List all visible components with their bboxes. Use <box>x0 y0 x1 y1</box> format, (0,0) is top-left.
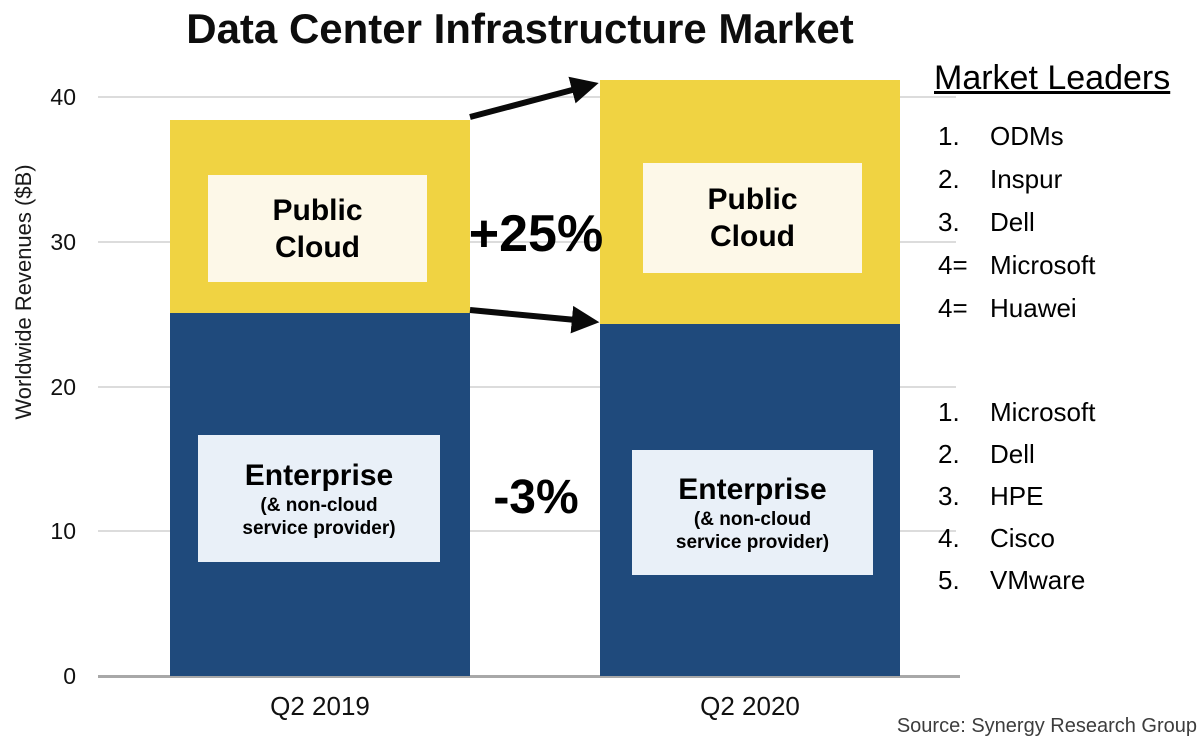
x-tick-q2-2020: Q2 2020 <box>700 691 800 721</box>
market-leader-item: 2. Dell <box>938 433 1095 475</box>
x-tick-q2-2019: Q2 2019 <box>270 691 370 721</box>
market-leader-name: Dell <box>990 207 1035 237</box>
market-leader-item: 4. Cisco <box>938 517 1095 559</box>
enterprise-label-sub2: service provider) <box>675 531 830 553</box>
market-leaders-list1: 1. ODMs 2. Inspur 3. Dell 4= Microsoft 4= Huawei <box>938 115 1095 330</box>
market-leader-item: 2. Inspur <box>938 158 1095 201</box>
public-cloud-growth-arrow-icon <box>469 76 599 120</box>
source-attribution: Source: Synergy Research Group <box>896 715 1197 737</box>
market-leader-item: 1. ODMs <box>938 115 1095 158</box>
market-leader-name: VMware <box>990 564 1086 595</box>
market-leader-name: Microsoft <box>990 250 1096 280</box>
gridline-30 <box>98 240 956 243</box>
enterprise-label-sub2: service provider) <box>242 517 396 539</box>
market-leader-item: 4= Microsoft <box>938 244 1095 287</box>
market-leaders-heading: Market Leaders <box>934 59 1171 97</box>
chart-title: Data Center Infrastructure Market <box>186 5 854 52</box>
enterprise-label-title: Enterprise <box>678 472 827 506</box>
market-leader-rank: 4= <box>938 250 968 280</box>
market-leader-item: 4= Huawei <box>938 287 1095 330</box>
y-tick-label-40: 40 <box>50 84 76 110</box>
enterprise-label-sub1: (& non-cloud <box>260 494 378 516</box>
market-leader-rank: 4. <box>938 522 960 553</box>
enterprise-label-sub1: (& non-cloud <box>693 508 812 530</box>
market-leader-name: Huawei <box>990 293 1077 323</box>
market-leader-rank: 1. <box>938 121 960 151</box>
market-leader-rank: 1. <box>938 396 960 427</box>
market-leader-item: 5. VMware <box>938 559 1095 601</box>
market-leader-rank: 2. <box>938 438 960 469</box>
public-cloud-label-line2: Cloud <box>710 220 795 253</box>
market-leader-item: 1. Microsoft <box>938 391 1095 433</box>
y-tick-label-30: 30 <box>50 228 76 255</box>
y-tick-label-10: 10 <box>50 518 76 545</box>
market-leaders-list2: 1. Microsoft 2. Dell 3. HPE 4. Cisco 5. VMware <box>938 391 1095 601</box>
enterprise-label-2020: Enterprise (& non-cloud service provider… <box>632 450 873 575</box>
market-leader-rank: 3. <box>938 480 960 511</box>
market-leader-name: Microsoft <box>990 396 1096 427</box>
public-cloud-label-2020: Public Cloud <box>643 163 862 273</box>
enterprise-growth-arrow-icon <box>469 305 600 334</box>
enterprise-growth-label: -3% <box>493 471 579 524</box>
public-cloud-label-line1: Public <box>707 183 798 216</box>
y-tick-label-20: 20 <box>50 373 76 400</box>
market-leader-rank: 5. <box>938 564 960 595</box>
market-leader-rank: 4= <box>938 293 968 323</box>
x-axis-baseline <box>98 675 960 678</box>
gridline-20 <box>98 385 956 388</box>
market-leader-name: Inspur <box>990 164 1063 194</box>
market-leader-name: ODMs <box>990 121 1064 151</box>
market-leader-item: 3. HPE <box>938 475 1095 517</box>
market-leader-item: 3. Dell <box>938 201 1095 244</box>
public-cloud-label-2019: Public Cloud <box>208 175 427 282</box>
enterprise-label-title: Enterprise <box>244 458 394 492</box>
gridline-10 <box>98 530 956 533</box>
enterprise-label-2019: Enterprise (& non-cloud service provider… <box>198 435 440 562</box>
market-leader-name: HPE <box>990 480 1044 511</box>
market-leader-rank: 2. <box>938 164 960 194</box>
market-leader-rank: 3. <box>938 207 960 237</box>
y-tick-label-0: 0 <box>63 663 76 689</box>
public-cloud-label-line1: Public <box>272 193 363 227</box>
public-cloud-growth-label: +25% <box>468 205 604 263</box>
public-cloud-label-line2: Cloud <box>275 230 360 264</box>
market-leader-name: Dell <box>990 438 1035 469</box>
market-leader-name: Cisco <box>990 522 1056 553</box>
